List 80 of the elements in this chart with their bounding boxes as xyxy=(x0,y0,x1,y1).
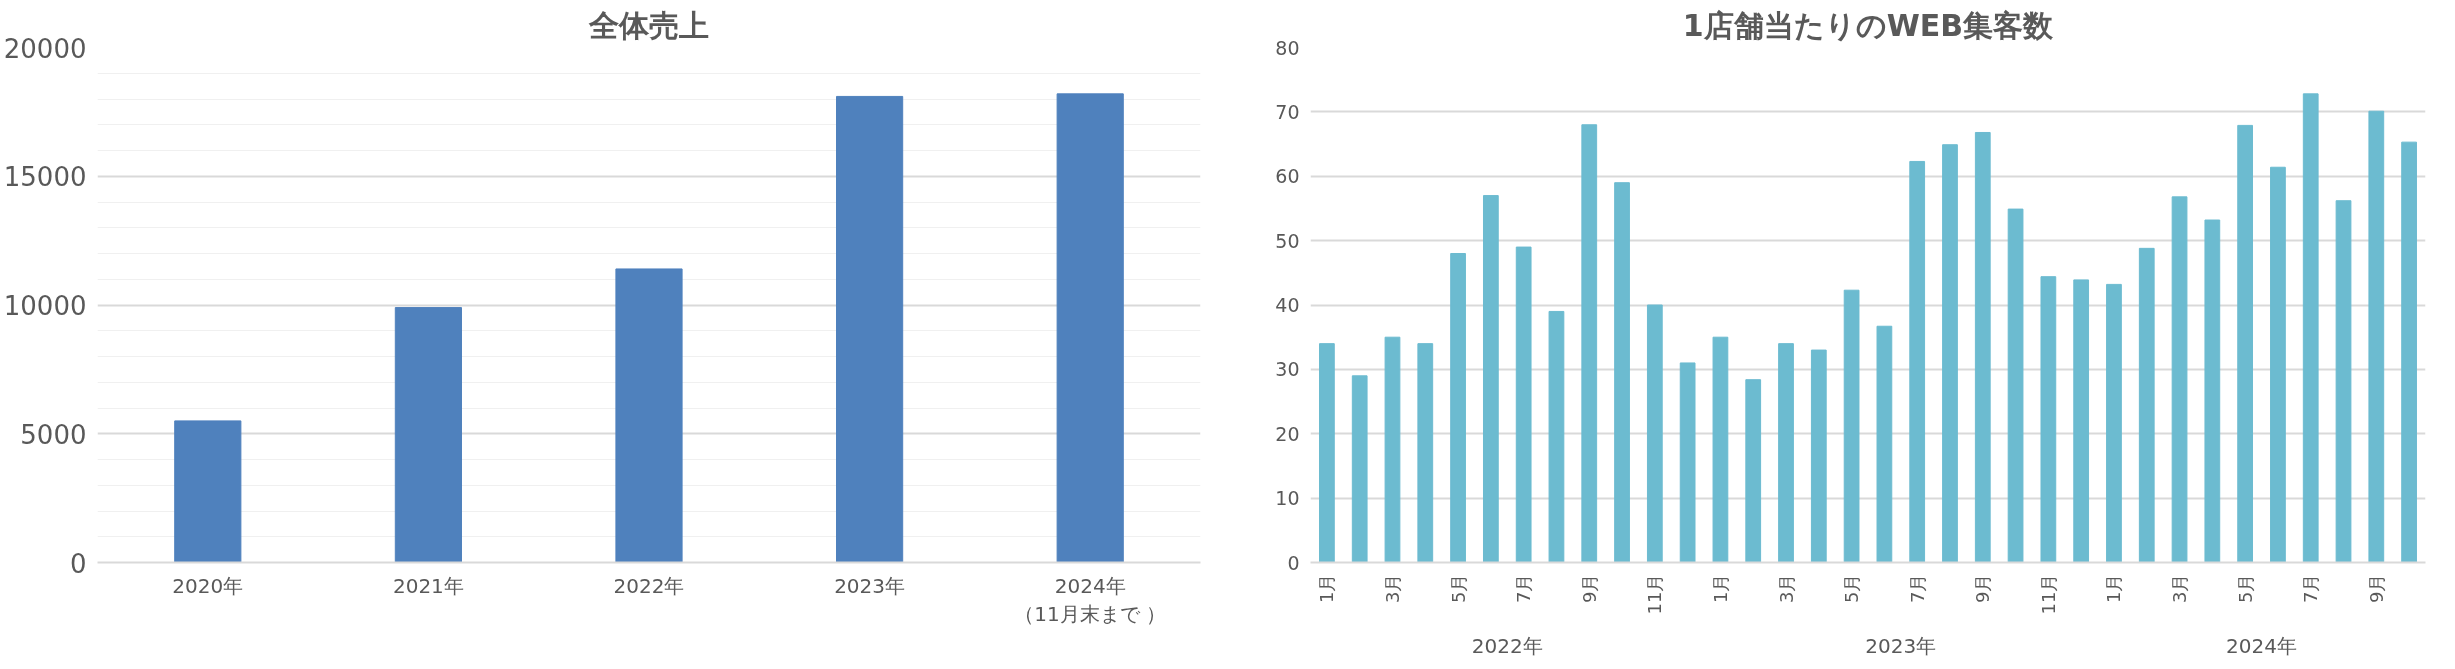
y-tick-label: 15000 xyxy=(3,162,87,193)
x-tick-label: 11月 xyxy=(2037,573,2059,615)
y-tick-label: 0 xyxy=(1287,551,1300,574)
bar xyxy=(1778,343,1794,563)
text: 2022年 xyxy=(1471,633,1543,658)
y-tick-label: 10000 xyxy=(3,291,87,321)
bar xyxy=(1515,246,1532,563)
bar xyxy=(2171,196,2188,563)
bar xyxy=(2138,247,2155,563)
x-tick-label: 7月 xyxy=(1906,573,1928,603)
y-tick-label: 5000 xyxy=(20,419,87,450)
y-tick-label: 80 xyxy=(1275,36,1300,59)
x-tick-label: 3月 xyxy=(1775,573,1797,603)
text: 2024年 xyxy=(2226,633,2297,658)
bar xyxy=(1384,336,1401,563)
bar xyxy=(836,95,904,563)
x-tick-label: 2024年（11月末まで ） xyxy=(1014,573,1167,627)
bar xyxy=(2401,141,2417,563)
y-tick-label: 10 xyxy=(1275,487,1300,510)
x-tick-label: 3月 xyxy=(1381,573,1403,603)
bar xyxy=(1351,375,1368,563)
bar xyxy=(1646,304,1663,563)
chart-title: 1店舗当たりのWEB集客数 xyxy=(1682,7,2055,43)
x-tick-label: 5月 xyxy=(1447,573,1469,603)
x-tick-label: 1月 xyxy=(2103,573,2125,603)
bar xyxy=(2237,124,2254,563)
y-tick-label: 40 xyxy=(1275,294,1300,316)
bar xyxy=(1614,182,1630,563)
bar xyxy=(1712,336,1729,563)
bar xyxy=(1679,362,1696,563)
bar xyxy=(2040,276,2057,563)
bar xyxy=(1810,349,1827,563)
bar xyxy=(2368,110,2385,563)
x-tick-label: 2023年 xyxy=(834,573,906,598)
x-tick-label: 9月 xyxy=(1972,573,1994,603)
bar xyxy=(2106,283,2122,563)
bar xyxy=(615,268,683,563)
bar xyxy=(174,420,242,563)
bar xyxy=(2335,200,2352,563)
bar xyxy=(1417,343,1434,563)
bar xyxy=(1974,131,1991,563)
bar xyxy=(1876,325,1893,563)
bar xyxy=(1319,343,1335,563)
x-tick-label: 1月 xyxy=(1316,573,1338,603)
y-tick-label: 70 xyxy=(1275,100,1300,123)
x-tick-label: 7月 xyxy=(2300,573,2322,603)
x-tick-label: 9月 xyxy=(1578,573,1600,603)
x-tick-label: 5月 xyxy=(2234,573,2256,603)
x-tick-label: 2020年 xyxy=(172,573,244,598)
y-tick-label: 50 xyxy=(1275,229,1300,252)
bar xyxy=(2007,208,2024,563)
x-tick-label: 9月 xyxy=(2365,573,2387,603)
bar xyxy=(2204,219,2221,563)
y-tick-label: 20 xyxy=(1275,422,1300,445)
bar xyxy=(394,307,462,563)
y-tick-label: 20000 xyxy=(3,33,87,64)
x-tick-label: 2021年 xyxy=(392,573,464,598)
y-tick-label: 30 xyxy=(1275,358,1300,381)
y-tick-label: 60 xyxy=(1275,165,1300,188)
bar xyxy=(2302,93,2319,563)
x-tick-label: 5月 xyxy=(1841,573,1863,603)
text: 2023年 xyxy=(1865,633,1937,658)
chart-title: 全体売上 xyxy=(588,7,709,43)
bar xyxy=(1745,379,1762,563)
bar xyxy=(2270,166,2286,563)
bar xyxy=(1548,310,1565,563)
x-tick-label: 2022年 xyxy=(613,573,685,598)
bar xyxy=(1056,93,1124,563)
x-tick-label: 1月 xyxy=(1709,573,1731,603)
bar xyxy=(1942,144,1958,563)
x-tick-label: 7月 xyxy=(1513,573,1535,603)
bar xyxy=(1909,160,1926,563)
x-tick-label: 11月 xyxy=(1644,573,1666,615)
bar xyxy=(2073,279,2090,563)
bar xyxy=(1843,289,1860,563)
y-tick-label: 0 xyxy=(69,548,87,579)
bar xyxy=(1482,195,1499,563)
bar xyxy=(1581,124,1598,563)
bar xyxy=(1450,253,1466,563)
x-tick-label: 3月 xyxy=(2169,573,2191,603)
